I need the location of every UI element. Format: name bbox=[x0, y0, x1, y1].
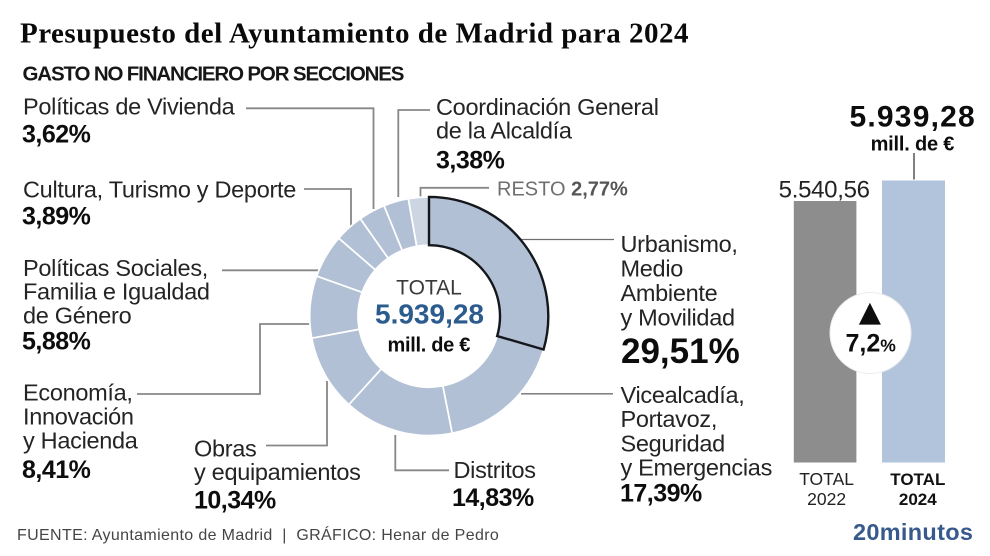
svg-text:10,34%: 10,34% bbox=[194, 487, 276, 515]
svg-text:Familia e Igualdad: Familia e Igualdad bbox=[23, 279, 210, 305]
svg-text:Economía,: Economía, bbox=[23, 379, 133, 405]
svg-text:TOTAL: TOTAL bbox=[799, 469, 854, 489]
svg-text:Seguridad: Seguridad bbox=[621, 430, 725, 456]
svg-text:5.939,28: 5.939,28 bbox=[850, 101, 976, 134]
svg-text:29,51%: 29,51% bbox=[621, 332, 740, 371]
svg-text:Innovación: Innovación bbox=[23, 404, 134, 430]
svg-text:Obras: Obras bbox=[194, 435, 257, 461]
svg-text:GASTO NO FINANCIERO POR SECCIO: GASTO NO FINANCIERO POR SECCIONES bbox=[23, 63, 404, 86]
svg-text:mill. de €: mill. de € bbox=[871, 134, 955, 156]
svg-text:FUENTE: Ayuntamiento de Madrid: FUENTE: Ayuntamiento de Madrid | GRÁFICO… bbox=[17, 525, 499, 544]
svg-text:y Emergencias: y Emergencias bbox=[621, 454, 773, 480]
svg-text:3,62%: 3,62% bbox=[22, 121, 91, 149]
svg-text:mill. de €: mill. de € bbox=[388, 335, 471, 357]
svg-text:Cultura, Turismo y Deporte: Cultura, Turismo y Deporte bbox=[23, 176, 296, 202]
svg-text:Distritos: Distritos bbox=[454, 457, 536, 483]
svg-text:y Movilidad: y Movilidad bbox=[621, 304, 735, 330]
svg-text:Presupuesto del Ayuntamiento d: Presupuesto del Ayuntamiento de Madrid p… bbox=[20, 18, 689, 50]
svg-text:TOTAL: TOTAL bbox=[890, 470, 945, 489]
svg-text:5,88%: 5,88% bbox=[22, 327, 91, 355]
svg-text:20minutos: 20minutos bbox=[853, 519, 973, 545]
svg-text:y Hacienda: y Hacienda bbox=[23, 427, 139, 453]
svg-text:de Género: de Género bbox=[23, 303, 132, 329]
svg-text:14,83%: 14,83% bbox=[452, 484, 534, 512]
svg-text:17,39%: 17,39% bbox=[620, 480, 702, 508]
svg-text:2024: 2024 bbox=[899, 490, 937, 509]
svg-text:Medio: Medio bbox=[621, 255, 684, 281]
svg-text:de la Alcaldía: de la Alcaldía bbox=[436, 118, 573, 144]
svg-text:5.540,56: 5.540,56 bbox=[779, 177, 870, 204]
svg-text:8,41%: 8,41% bbox=[22, 456, 91, 484]
svg-text:Ambiente: Ambiente bbox=[621, 280, 718, 306]
svg-text:Vicealcadía,: Vicealcadía, bbox=[621, 382, 745, 408]
svg-text:Coordinación General: Coordinación General bbox=[436, 94, 659, 120]
svg-text:TOTAL: TOTAL bbox=[396, 276, 462, 299]
svg-text:Políticas Sociales,: Políticas Sociales, bbox=[23, 255, 208, 281]
svg-text:y equipamientos: y equipamientos bbox=[194, 459, 361, 485]
svg-text:5.939,28: 5.939,28 bbox=[375, 298, 484, 329]
svg-text:Urbanismo,: Urbanismo, bbox=[621, 231, 738, 257]
svg-text:Políticas de Vivienda: Políticas de Vivienda bbox=[23, 93, 236, 119]
svg-text:RESTO 2,77%: RESTO 2,77% bbox=[497, 178, 628, 200]
svg-text:2022: 2022 bbox=[807, 489, 846, 509]
svg-text:3,89%: 3,89% bbox=[22, 202, 91, 230]
svg-text:3,38%: 3,38% bbox=[436, 146, 505, 174]
svg-text:Portavoz,: Portavoz, bbox=[621, 406, 718, 432]
